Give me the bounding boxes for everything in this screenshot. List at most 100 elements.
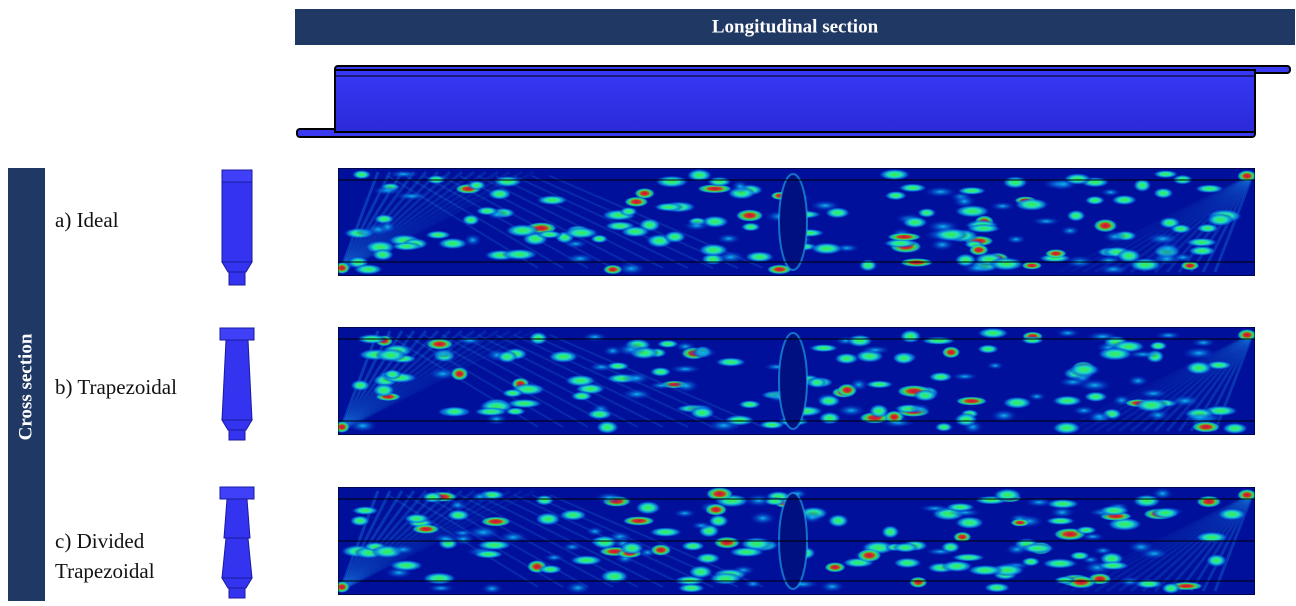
blob xyxy=(1169,395,1202,407)
row-label: a) Ideal xyxy=(55,208,119,232)
blob xyxy=(543,553,564,561)
blob xyxy=(951,372,978,380)
blob xyxy=(538,565,562,574)
blob xyxy=(941,560,973,572)
blob xyxy=(764,497,786,506)
blob xyxy=(887,233,922,242)
cross-section-trapezoidal xyxy=(220,328,254,440)
blob xyxy=(913,390,937,402)
blob xyxy=(899,258,933,267)
blob xyxy=(1099,505,1130,515)
blob xyxy=(1118,576,1142,587)
blob xyxy=(334,421,350,433)
blob xyxy=(954,413,978,427)
blob xyxy=(371,186,403,195)
blob xyxy=(427,584,455,592)
blob xyxy=(1207,213,1234,226)
blob xyxy=(828,514,849,527)
blob xyxy=(596,421,619,434)
side-label: Cross section xyxy=(15,333,36,440)
blob xyxy=(860,345,891,354)
blob xyxy=(497,351,518,363)
blob xyxy=(990,409,1019,422)
blob xyxy=(447,509,470,520)
blob xyxy=(635,501,661,515)
blob xyxy=(745,251,774,262)
blob xyxy=(881,525,899,538)
header-title: Longitudinal section xyxy=(712,16,879,37)
blob xyxy=(590,235,608,244)
blob xyxy=(649,527,682,537)
blob xyxy=(571,391,593,401)
blob xyxy=(1093,219,1117,233)
blob xyxy=(1127,540,1155,553)
blob xyxy=(817,395,840,407)
blob xyxy=(673,379,700,393)
blob xyxy=(1066,210,1085,222)
blob xyxy=(885,191,908,200)
blob xyxy=(993,488,1022,501)
blob xyxy=(1133,179,1151,192)
cross-section-divided xyxy=(220,487,254,598)
blob xyxy=(378,220,396,234)
blob xyxy=(493,176,523,187)
blob xyxy=(621,226,650,237)
blob xyxy=(565,581,592,594)
blob xyxy=(372,249,394,261)
blob xyxy=(650,367,672,377)
blob xyxy=(893,543,919,553)
blob xyxy=(442,407,468,417)
blob xyxy=(1031,217,1061,226)
blob xyxy=(350,380,370,391)
blob xyxy=(695,553,720,564)
blob xyxy=(474,407,508,416)
blob xyxy=(570,555,603,565)
blob xyxy=(559,509,587,520)
blob xyxy=(678,584,706,593)
blob xyxy=(809,344,838,352)
blob xyxy=(1117,249,1141,263)
blob xyxy=(1069,551,1090,560)
blob xyxy=(989,257,1024,271)
blob xyxy=(688,565,712,578)
blob xyxy=(909,403,931,414)
row-label: Trapezoidal xyxy=(55,559,155,583)
blob xyxy=(350,515,370,526)
blob xyxy=(462,214,480,225)
row-label: b) Trapezoidal xyxy=(55,375,177,399)
blob xyxy=(977,344,999,353)
blob xyxy=(952,553,986,561)
blob xyxy=(391,242,422,251)
blob xyxy=(1005,235,1026,245)
blob xyxy=(404,514,430,524)
blob xyxy=(615,343,646,356)
blob xyxy=(634,188,655,199)
blob xyxy=(705,503,728,515)
blob xyxy=(1021,261,1042,269)
blob xyxy=(681,541,705,551)
blob xyxy=(505,224,539,237)
blob xyxy=(594,492,624,503)
blob xyxy=(1014,198,1048,211)
blob xyxy=(729,547,764,557)
blob xyxy=(536,195,568,205)
blob xyxy=(586,527,605,537)
blob xyxy=(1052,395,1082,406)
blob xyxy=(926,220,960,234)
blob xyxy=(1045,249,1067,258)
blob xyxy=(819,412,841,425)
blob xyxy=(352,506,379,515)
blob xyxy=(1155,331,1182,339)
blob xyxy=(759,421,785,429)
blob xyxy=(952,195,976,208)
blob xyxy=(422,572,456,584)
blob xyxy=(1054,576,1076,584)
blob xyxy=(687,347,719,357)
blob xyxy=(857,549,882,562)
heatmap-panel xyxy=(334,487,1257,595)
blob xyxy=(488,188,512,200)
blob xyxy=(1188,246,1216,256)
blob xyxy=(1100,188,1121,197)
blob xyxy=(929,372,953,382)
blob xyxy=(1196,496,1221,508)
